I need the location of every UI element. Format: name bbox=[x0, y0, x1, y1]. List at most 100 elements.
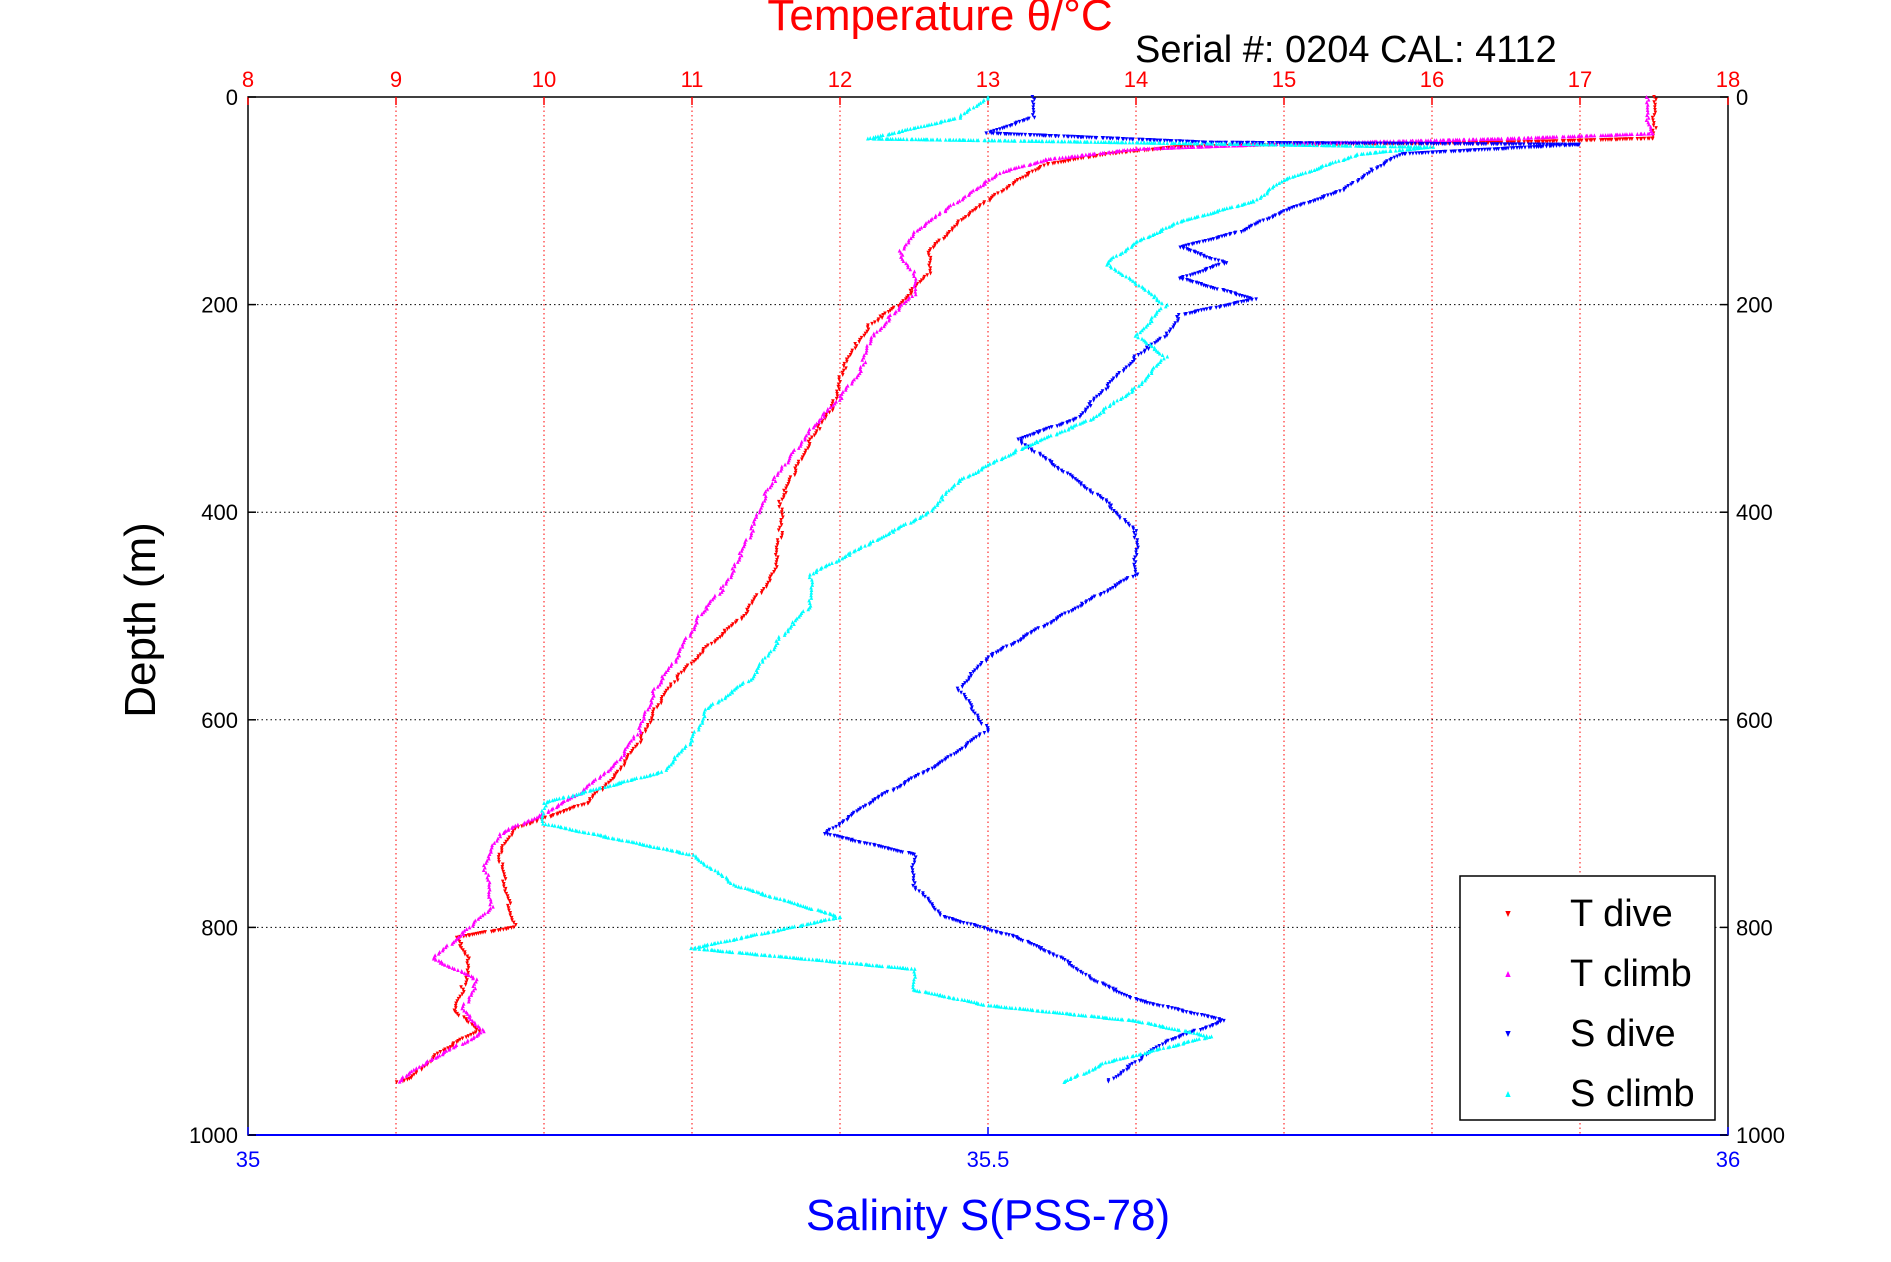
data-point bbox=[1060, 429, 1064, 434]
data-point bbox=[1079, 604, 1083, 609]
data-point bbox=[1178, 141, 1182, 146]
data-point bbox=[1370, 169, 1375, 174]
data-point bbox=[902, 246, 906, 251]
data-point bbox=[757, 510, 762, 515]
data-point bbox=[1110, 1059, 1114, 1064]
data-point bbox=[1055, 954, 1059, 959]
data-point bbox=[761, 587, 766, 592]
data-point bbox=[817, 958, 822, 963]
data-point bbox=[935, 992, 940, 997]
data-point bbox=[1295, 141, 1299, 146]
data-point bbox=[1592, 138, 1597, 143]
data-point bbox=[470, 1018, 475, 1023]
data-point bbox=[1398, 153, 1402, 158]
data-point bbox=[1068, 472, 1072, 477]
data-point bbox=[879, 535, 884, 540]
data-point bbox=[757, 890, 761, 895]
data-point bbox=[1086, 155, 1091, 160]
data-point bbox=[1646, 136, 1650, 141]
data-point bbox=[489, 847, 493, 852]
data-point bbox=[675, 655, 680, 660]
data-point bbox=[550, 823, 555, 828]
data-point bbox=[891, 788, 896, 793]
data-point bbox=[443, 962, 447, 967]
data-point bbox=[502, 841, 507, 846]
data-point bbox=[887, 318, 891, 323]
data-point bbox=[930, 991, 934, 996]
data-point bbox=[1190, 242, 1195, 247]
data-point bbox=[1029, 942, 1033, 947]
data-point bbox=[778, 502, 783, 507]
data-point bbox=[1284, 177, 1289, 182]
data-point bbox=[1285, 141, 1289, 146]
data-point bbox=[1128, 1063, 1132, 1068]
data-point bbox=[1009, 643, 1014, 648]
data-point bbox=[1033, 168, 1038, 173]
data-point bbox=[913, 775, 917, 780]
data-point bbox=[842, 361, 847, 366]
data-point bbox=[1110, 1016, 1115, 1021]
data-point bbox=[774, 638, 779, 643]
data-point bbox=[1118, 252, 1123, 257]
data-point bbox=[927, 263, 931, 268]
data-point bbox=[506, 903, 510, 908]
data-point bbox=[720, 873, 725, 878]
data-point bbox=[503, 877, 508, 882]
data-point bbox=[1293, 173, 1297, 178]
data-point bbox=[762, 931, 767, 936]
data-point bbox=[1256, 142, 1260, 147]
data-point bbox=[1025, 632, 1030, 637]
data-point bbox=[691, 731, 695, 736]
data-point bbox=[1357, 141, 1362, 146]
data-point bbox=[1195, 251, 1200, 256]
data-point bbox=[1044, 139, 1049, 144]
depth-tick-label-left: 800 bbox=[201, 915, 238, 940]
data-point bbox=[752, 932, 757, 937]
data-point bbox=[1128, 147, 1133, 152]
data-point bbox=[871, 799, 875, 804]
data-point bbox=[698, 652, 703, 657]
data-point bbox=[1544, 139, 1548, 144]
data-point bbox=[597, 775, 602, 780]
data-point bbox=[1143, 378, 1147, 383]
data-point bbox=[780, 507, 784, 512]
data-point bbox=[459, 946, 464, 951]
data-point bbox=[1130, 389, 1134, 394]
data-point bbox=[394, 1080, 399, 1085]
data-point bbox=[1152, 138, 1157, 143]
data-point bbox=[1105, 589, 1110, 594]
data-point bbox=[756, 665, 760, 670]
data-point bbox=[1266, 142, 1270, 147]
data-point bbox=[476, 916, 481, 921]
data-point bbox=[1167, 224, 1171, 229]
data-point bbox=[899, 250, 903, 255]
data-point bbox=[918, 515, 922, 520]
data-point bbox=[557, 796, 562, 801]
data-point bbox=[1066, 159, 1071, 164]
data-point bbox=[412, 1072, 416, 1077]
data-point bbox=[1145, 146, 1150, 151]
data-point bbox=[599, 833, 604, 838]
data-point bbox=[1222, 304, 1227, 309]
data-point bbox=[911, 979, 916, 984]
data-point bbox=[709, 866, 714, 871]
data-point bbox=[1111, 986, 1115, 991]
data-point bbox=[866, 323, 870, 328]
data-point bbox=[1266, 140, 1271, 145]
data-point bbox=[806, 607, 811, 612]
data-point bbox=[976, 138, 981, 143]
data-point bbox=[1584, 133, 1588, 138]
data-point bbox=[1042, 163, 1046, 168]
data-point bbox=[659, 680, 664, 685]
data-point bbox=[1168, 145, 1173, 150]
data-point bbox=[503, 886, 508, 891]
data-point bbox=[1231, 140, 1235, 145]
data-point bbox=[1060, 1011, 1065, 1016]
data-point bbox=[1056, 615, 1061, 620]
data-point bbox=[652, 844, 656, 849]
data-point bbox=[1299, 141, 1304, 146]
data-point bbox=[983, 464, 988, 469]
data-point bbox=[1062, 958, 1067, 963]
data-point bbox=[1284, 142, 1288, 147]
data-point bbox=[979, 467, 984, 472]
